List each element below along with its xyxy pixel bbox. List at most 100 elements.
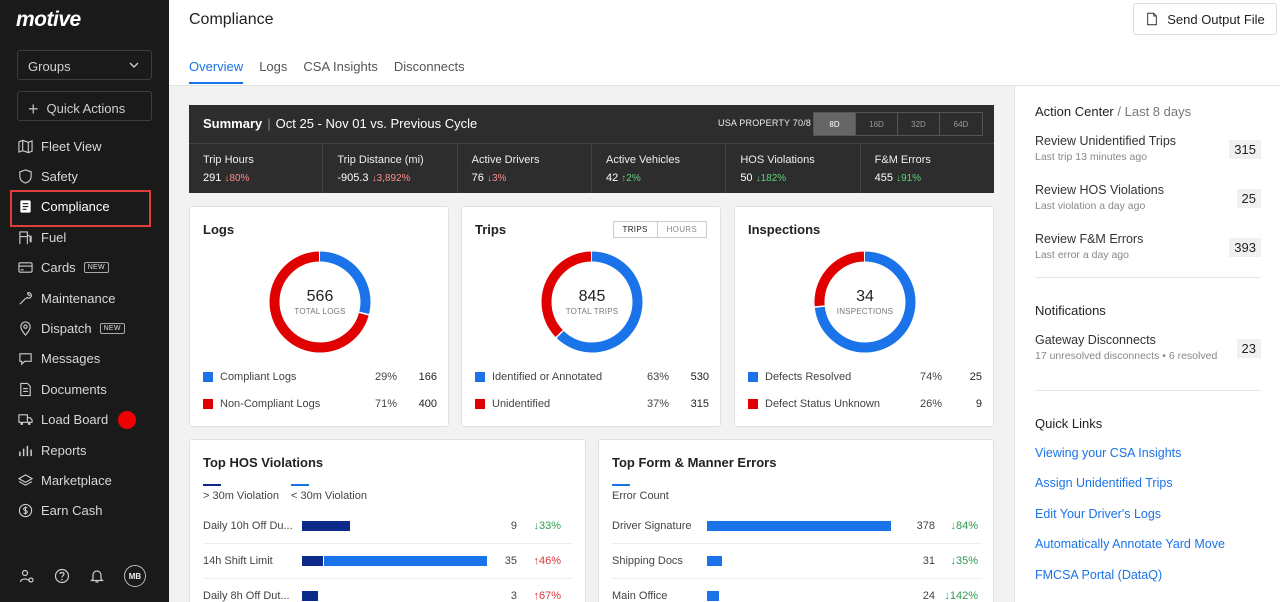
legend-swatch	[748, 372, 758, 382]
tab-csa-insights[interactable]: CSA Insights	[303, 59, 378, 74]
range-8d[interactable]: 8D	[814, 113, 856, 135]
sidebar-item-documents[interactable]: Documents	[0, 374, 169, 404]
avatar[interactable]: MB	[124, 565, 146, 587]
quick-actions-button[interactable]: + Quick Actions	[17, 91, 152, 121]
quick-link[interactable]: Assign Unidentified Trips	[1035, 476, 1173, 490]
bar-error-count	[707, 521, 891, 531]
users-icon[interactable]	[19, 568, 35, 584]
plus-icon: +	[28, 99, 39, 119]
dollar-icon	[18, 504, 33, 518]
action-item[interactable]: Review F&M Errors Last error a day ago 3…	[1035, 232, 1261, 261]
send-output-file-button[interactable]: Send Output File	[1133, 3, 1277, 35]
legend-label: Compliant Logs	[220, 371, 297, 383]
groups-label: Groups	[28, 59, 71, 74]
hos-violation-row[interactable]: 14h Shift Limit 35 ↑46%	[203, 554, 573, 568]
groups-dropdown[interactable]: Groups	[17, 50, 152, 80]
action-item[interactable]: Review HOS Violations Last violation a d…	[1035, 183, 1261, 212]
toggle-trips[interactable]: TRIPS	[614, 222, 658, 237]
sidebar-item-label: Dispatch	[41, 321, 92, 337]
donut-total-label: TOTAL TRIPS	[565, 307, 619, 316]
row-count: 31	[922, 555, 935, 567]
fm-error-row[interactable]: Shipping Docs 31 ↓35%	[612, 554, 982, 568]
range-32d[interactable]: 32D	[898, 113, 940, 135]
file-icon	[1147, 12, 1158, 26]
summary-period: Oct 25 - Nov 01 vs. Previous Cycle	[275, 116, 478, 131]
sidebar-item-maintenance[interactable]: Maintenance	[0, 283, 169, 313]
legend-row: Compliant Logs 29% 166	[203, 371, 437, 383]
metric-trip-distance: Trip Distance (mi) -905.3 ↓3,892%	[323, 144, 458, 193]
quick-link[interactable]: Edit Your Driver's Logs	[1035, 507, 1162, 521]
action-item-subtitle: Last error a day ago	[1035, 249, 1129, 261]
metric-label: Active Vehicles	[605, 154, 680, 166]
range-16d[interactable]: 16D	[856, 113, 898, 135]
range-64d[interactable]: 64D	[953, 119, 969, 129]
toggle-hours[interactable]: HOURS	[666, 225, 697, 234]
action-item[interactable]: Review Unidentified Trips Last trip 13 m…	[1035, 134, 1261, 163]
action-center-title: Action Center / Last 8 days	[1035, 104, 1191, 119]
sidebar-item-label: Compliance	[41, 199, 110, 215]
legend-label: < 30m Violation	[291, 490, 367, 502]
pin-icon	[20, 321, 31, 336]
row-delta: ↓33%	[533, 520, 561, 532]
bell-icon[interactable]	[89, 568, 105, 584]
quick-link[interactable]: FMCSA Portal (DataQ)	[1035, 568, 1163, 582]
help-icon[interactable]	[54, 568, 70, 584]
legend-pct: 74%	[919, 371, 942, 383]
sidebar-item-fleet-view[interactable]: Fleet View	[0, 131, 169, 161]
card-title: Inspections	[748, 222, 821, 237]
sidebar-item-cards[interactable]: Cards NEW	[0, 253, 169, 283]
notification-item[interactable]: Gateway Disconnects 17 unresolved discon…	[1035, 333, 1261, 362]
tab-logs[interactable]: Logs	[259, 59, 288, 74]
metric-delta: ↑2%	[621, 173, 641, 184]
legend-swatch	[748, 399, 758, 409]
row-count: 3	[510, 590, 517, 602]
trips-card[interactable]: Trips TRIPS HOURS 845 TOTAL TRIPS Identi…	[461, 206, 721, 427]
donut-segment	[269, 251, 371, 353]
action-item-title: Review HOS Violations	[1035, 183, 1164, 197]
donut-total-label: INSPECTIONS	[836, 307, 894, 316]
sidebar-item-safety[interactable]: Safety	[0, 161, 169, 191]
hos-violation-row[interactable]: Daily 10h Off Du... 9 ↓33%	[203, 519, 573, 533]
sidebar-item-fuel[interactable]: Fuel	[0, 222, 169, 252]
metric-fm-errors: F&M Errors 455 ↓91%	[861, 144, 994, 193]
card-title: Top Form & Manner Errors	[612, 455, 777, 470]
donut-center: 845 TOTAL TRIPS	[539, 249, 645, 355]
quick-link[interactable]: Automatically Annotate Yard Move	[1035, 537, 1225, 551]
tab-disconnects[interactable]: Disconnects	[393, 59, 465, 74]
inspections-card[interactable]: Inspections 34 INSPECTIONS Defects Resol…	[734, 206, 994, 427]
row-label: Daily 10h Off Du...	[203, 520, 293, 532]
donut-segment	[541, 251, 643, 353]
logs-card[interactable]: Logs 566 TOTAL LOGS Compliant Logs 29% 1…	[189, 206, 449, 427]
sidebar-item-reports[interactable]: Reports	[0, 435, 169, 465]
form-manner-card[interactable]: Top Form & Manner Errors Error Count Dri…	[598, 439, 994, 602]
divider	[1035, 390, 1261, 391]
sidebar-item-marketplace[interactable]: Marketplace	[0, 465, 169, 495]
tab-overview[interactable]: Overview	[189, 59, 244, 84]
action-center-heading: Action Center	[1035, 104, 1114, 119]
fm-error-row[interactable]: Driver Signature 378 ↓84%	[612, 519, 982, 533]
legend-label: Non-Compliant Logs	[220, 398, 321, 410]
hos-violation-row[interactable]: Daily 8h Off Dut... 3 ↑67%	[203, 589, 573, 602]
sidebar-item-label: Maintenance	[41, 290, 116, 306]
legend-pct: 29%	[374, 371, 397, 383]
legend-count: 166	[418, 371, 437, 383]
range-selector: 8D 16D 32D 64D	[813, 112, 983, 136]
metric-label: HOS Violations	[740, 154, 815, 166]
sidebar-item-messages[interactable]: Messages	[0, 344, 169, 374]
sidebar-item-earn-cash[interactable]: Earn Cash	[0, 496, 169, 526]
action-item-subtitle: Last trip 13 minutes ago	[1035, 151, 1148, 163]
bar-long-violation	[302, 521, 350, 531]
summary-heading: Summary | Oct 25 - Nov 01 vs. Previous Cyc…	[203, 116, 478, 131]
legend-line	[612, 484, 630, 486]
sidebar-item-compliance[interactable]: Compliance	[0, 189, 169, 228]
action-item-title: Review F&M Errors	[1035, 232, 1144, 246]
fm-error-row[interactable]: Main Office 24 ↓142%	[612, 589, 982, 602]
quick-link[interactable]: Viewing your CSA Insights	[1035, 446, 1182, 460]
legend-line-short	[291, 484, 309, 486]
sidebar-item-dispatch[interactable]: Dispatch NEW	[0, 313, 169, 343]
sidebar-item-load-board[interactable]: Load Board	[0, 405, 169, 435]
legend-pct: 63%	[646, 371, 669, 383]
chat-icon	[19, 353, 32, 366]
hos-violations-card[interactable]: Top HOS Violations > 30m Violation < 30m…	[189, 439, 586, 602]
motive-logo[interactable]: motive	[16, 8, 81, 31]
